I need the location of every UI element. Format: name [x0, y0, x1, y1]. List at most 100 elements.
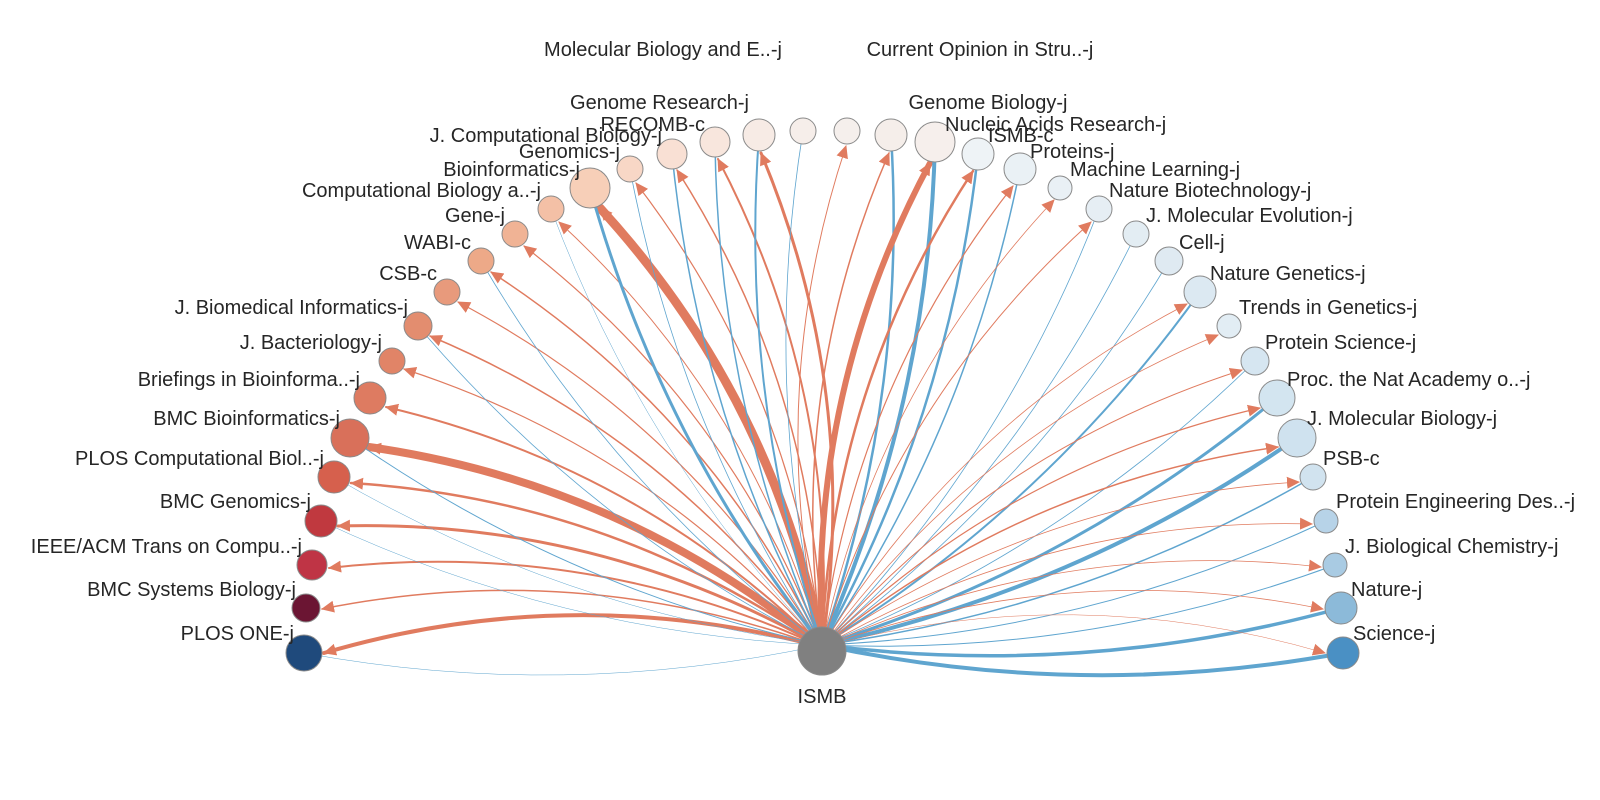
edge-cites-9 — [457, 301, 823, 648]
edge-cited-by-3 — [320, 520, 823, 646]
edge-cited-by-22 — [820, 152, 980, 647]
venue-label: Nucleic Acids Research-j — [945, 114, 1166, 136]
edge-cites-21 — [817, 160, 933, 650]
venue-node[interactable] — [789, 117, 817, 145]
edge-cites-29 — [821, 334, 1219, 648]
venue-label: Bioinformatics-j — [443, 159, 580, 181]
edge-cites-31 — [821, 404, 1261, 648]
venue-node[interactable] — [433, 278, 461, 306]
venue-node[interactable] — [961, 137, 995, 171]
venue-node[interactable] — [1154, 246, 1184, 276]
label-layer: PLOS ONE-j BMC Systems Biology-j IEEE/ACM … — [31, 39, 1575, 645]
venue-label: PLOS Computational Biol..-j — [75, 448, 324, 470]
edge-cites-17 — [759, 151, 835, 649]
venue-node[interactable] — [656, 138, 688, 170]
center-node-group: ISMB — [797, 626, 847, 708]
edge-cited-by-18 — [785, 130, 823, 646]
venue-label: IEEE/ACM Trans on Compu..-j — [31, 536, 302, 558]
edge-cites-25 — [821, 221, 1092, 648]
venue-node[interactable] — [537, 195, 565, 223]
venue-node[interactable] — [1277, 418, 1317, 458]
edge-cites-23 — [821, 185, 1014, 648]
edge-cites-11 — [523, 245, 823, 648]
venue-node[interactable] — [353, 381, 387, 415]
venue-label: PSB-c — [1323, 448, 1380, 470]
edge-cites-14 — [635, 182, 823, 648]
venue-node[interactable] — [467, 247, 495, 275]
edge-cited-by-26 — [821, 233, 1137, 646]
edge-cited-by-28 — [821, 291, 1201, 646]
venue-node[interactable] — [1324, 591, 1358, 625]
edge-cited-by-17 — [754, 134, 824, 646]
venue-node[interactable] — [285, 634, 323, 672]
edge-cited-by-5 — [349, 437, 823, 646]
venue-node[interactable] — [874, 118, 908, 152]
venue-node[interactable] — [304, 504, 338, 538]
venue-node[interactable] — [1258, 379, 1296, 417]
venue-label: Genome Biology-j — [909, 92, 1068, 114]
venue-label: Genomics-j — [519, 141, 620, 163]
venue-label: Cell-j — [1179, 232, 1225, 254]
venue-label: Nature Biotechnology-j — [1109, 180, 1311, 202]
venue-node[interactable] — [914, 121, 956, 163]
edge-cited-by-32 — [820, 436, 1299, 649]
venue-node[interactable] — [1047, 175, 1073, 201]
venue-node[interactable] — [699, 126, 731, 158]
venue-label: Nature Genetics-j — [1210, 263, 1366, 285]
venue-label: Computational Biology a..-j — [302, 180, 541, 202]
venue-node[interactable] — [616, 155, 644, 183]
edge-cited-by-31 — [820, 396, 1279, 648]
venue-node[interactable] — [403, 311, 433, 341]
edge-cited-by-25 — [821, 208, 1100, 646]
venue-label: J. Molecular Evolution-j — [1146, 205, 1353, 227]
edge-cites-4 — [349, 477, 824, 649]
venue-node[interactable] — [378, 347, 406, 375]
venue-label: Machine Learning-j — [1070, 159, 1240, 181]
edge-cites-28 — [821, 303, 1188, 648]
edge-cited-by-37 — [820, 641, 1345, 678]
venue-node[interactable] — [1299, 463, 1327, 491]
edge-cited-by-36 — [820, 606, 1343, 658]
venue-node[interactable] — [1085, 195, 1113, 223]
edge-cites-2 — [328, 560, 823, 648]
venue-node[interactable] — [1240, 346, 1270, 376]
venue-label: Proteins-j — [1030, 141, 1114, 163]
venue-label: WABI-c — [404, 232, 471, 254]
venue-node[interactable] — [296, 549, 328, 581]
edge-cited-by-27 — [821, 260, 1170, 646]
edge-cites-24 — [821, 199, 1055, 648]
edge-cites-8 — [429, 335, 823, 648]
edge-cited-by-21 — [820, 140, 937, 647]
venue-node[interactable] — [501, 220, 529, 248]
edge-cited-by-0 — [303, 644, 823, 676]
venue-label: J. Biological Chemistry-j — [1345, 536, 1558, 558]
venue-label: Current Opinion in Stru..-j — [867, 39, 1094, 61]
venue-node[interactable] — [1216, 313, 1242, 339]
venue-node[interactable] — [330, 418, 370, 458]
edge-cited-by-4 — [333, 476, 823, 646]
edge-cites-0 — [322, 613, 824, 656]
venue-label: Nature-j — [1351, 579, 1422, 601]
edge-cites-36 — [821, 590, 1324, 648]
venue-node[interactable] — [742, 118, 776, 152]
edge-cites-13 — [595, 203, 827, 652]
venue-node[interactable] — [1313, 508, 1339, 534]
edge-cites-5 — [365, 442, 826, 651]
edge-cites-12 — [558, 221, 823, 648]
venue-node[interactable] — [1322, 552, 1348, 578]
center-label: ISMB — [798, 686, 847, 708]
venue-node[interactable] — [1326, 636, 1360, 670]
venue-node[interactable] — [1003, 152, 1037, 186]
venue-node[interactable] — [317, 460, 351, 494]
venue-node[interactable] — [569, 167, 611, 209]
center-node[interactable] — [797, 626, 847, 676]
venue-node[interactable] — [833, 117, 861, 145]
venue-node[interactable] — [1183, 275, 1217, 309]
edge-cited-by-14 — [629, 168, 823, 646]
venue-node[interactable] — [291, 593, 321, 623]
venue-label: ISMB-c — [988, 125, 1054, 147]
venue-node[interactable] — [1122, 220, 1150, 248]
edge-cites-32 — [821, 442, 1279, 648]
venue-label: PLOS ONE-j — [181, 623, 294, 645]
